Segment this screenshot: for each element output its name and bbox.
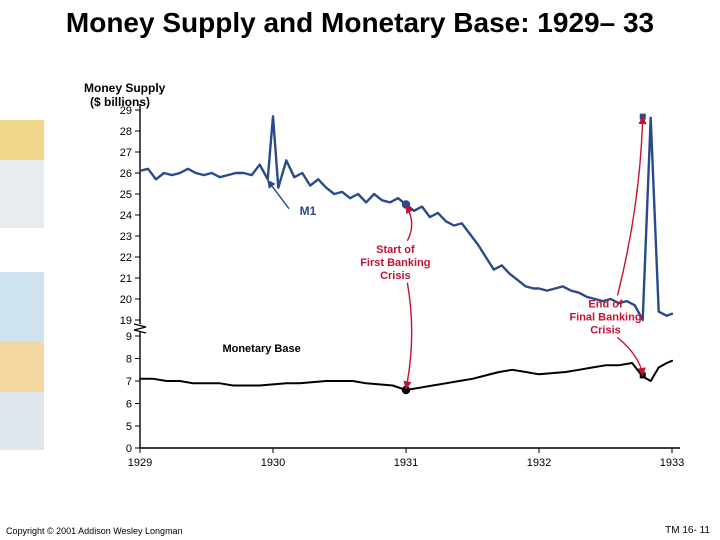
svg-text:1930: 1930: [261, 457, 285, 469]
rail-seg: [0, 160, 44, 228]
rail-seg: [0, 342, 44, 392]
rail-seg: [0, 450, 44, 500]
svg-text:Crisis: Crisis: [380, 270, 411, 282]
svg-text:20: 20: [120, 294, 132, 306]
chart: Money Supply($ billions)1920212223242526…: [44, 80, 700, 500]
svg-text:8: 8: [126, 354, 132, 366]
svg-text:1931: 1931: [394, 457, 418, 469]
svg-text:25: 25: [120, 189, 132, 201]
svg-text:7: 7: [126, 376, 132, 388]
svg-text:1932: 1932: [527, 457, 551, 469]
rail-seg: [0, 392, 44, 450]
svg-text:Money Supply: Money Supply: [84, 81, 166, 95]
svg-text:19: 19: [120, 315, 132, 327]
svg-text:6: 6: [126, 399, 132, 411]
svg-text:Crisis: Crisis: [590, 324, 621, 336]
svg-text:24: 24: [120, 210, 132, 222]
page-number: TM 16- 11: [665, 525, 710, 536]
left-rail: [0, 120, 44, 500]
svg-text:M1: M1: [300, 204, 317, 218]
svg-text:21: 21: [120, 273, 132, 285]
copyright-footer: Copyright © 2001 Addison Wesley Longman: [6, 526, 183, 536]
svg-text:First Banking: First Banking: [360, 257, 430, 269]
svg-text:End of: End of: [588, 298, 623, 310]
svg-text:Start of: Start of: [376, 244, 415, 256]
svg-text:Final Banking: Final Banking: [569, 311, 641, 323]
svg-text:29: 29: [120, 105, 132, 117]
rail-seg: [0, 120, 44, 160]
svg-text:27: 27: [120, 147, 132, 159]
svg-text:1929: 1929: [128, 457, 152, 469]
svg-text:1933: 1933: [660, 457, 684, 469]
rail-seg: [0, 272, 44, 342]
slide-title: Money Supply and Monetary Base: 1929– 33: [0, 6, 720, 39]
svg-text:22: 22: [120, 252, 132, 264]
svg-text:Monetary Base: Monetary Base: [222, 343, 300, 355]
svg-text:26: 26: [120, 168, 132, 180]
svg-text:23: 23: [120, 231, 132, 243]
svg-text:28: 28: [120, 126, 132, 138]
svg-text:9: 9: [126, 331, 132, 343]
svg-text:5: 5: [126, 421, 132, 433]
rail-seg: [0, 228, 44, 272]
svg-text:0: 0: [126, 443, 132, 455]
